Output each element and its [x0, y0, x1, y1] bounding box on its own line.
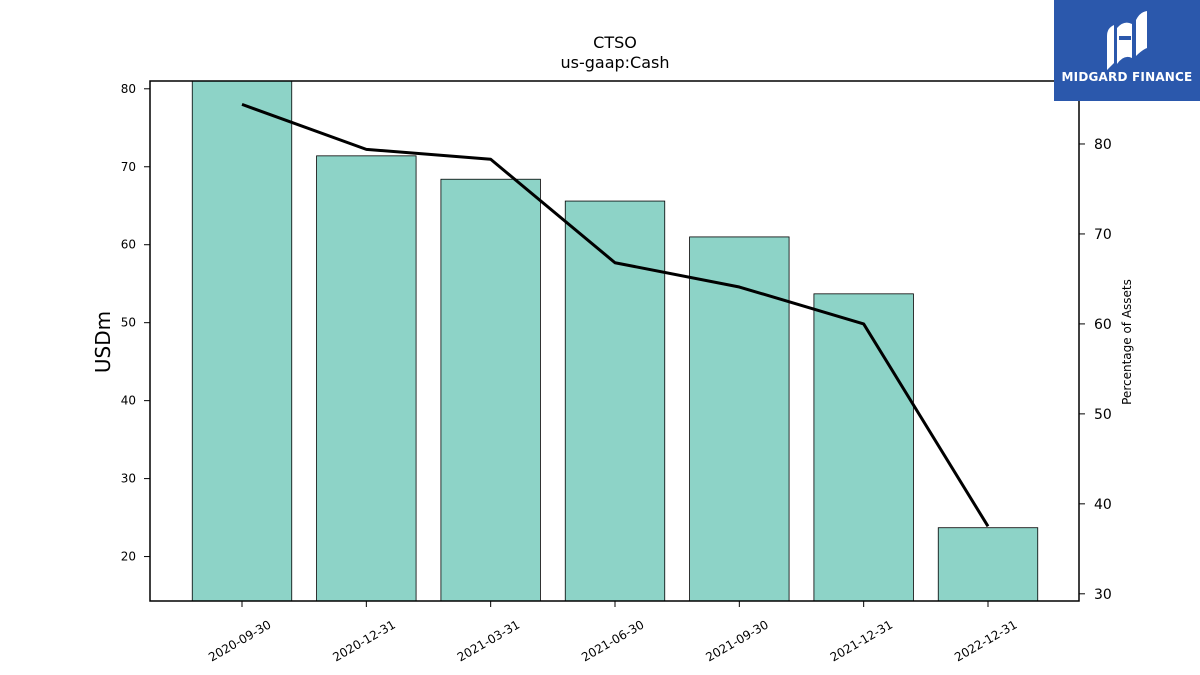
bar-2021-03-31	[440, 178, 541, 602]
y2-tick-label: 60	[1094, 317, 1112, 333]
bar-2021-09-30	[689, 236, 790, 602]
percentage-line	[241, 102, 990, 528]
bar-2022-12-31	[937, 527, 1039, 602]
y-tick-label: 40	[121, 394, 136, 408]
y2-ticks: 30 40 50 60 70 80	[1079, 137, 1112, 603]
bar-2020-09-30	[191, 80, 293, 602]
bar-2021-12-31	[813, 293, 914, 602]
y-tick-label: 70	[121, 160, 136, 174]
logo-mark-icon	[1107, 11, 1147, 70]
chart-subtitle: us-gaap:Cash	[560, 53, 669, 72]
x-tick-label: 2022-12-31	[952, 617, 1019, 664]
line-group	[241, 102, 990, 528]
x-tick-label: 2021-06-30	[579, 617, 646, 664]
x-tick-label: 2021-12-31	[828, 617, 895, 664]
bars-group	[191, 80, 1039, 602]
y-tick-label: 30	[121, 472, 136, 486]
chart-title: CTSO	[593, 33, 637, 52]
y-tick-label: 80	[121, 82, 136, 96]
y2-tick-label: 30	[1094, 587, 1112, 603]
bar-2020-12-31	[316, 155, 417, 602]
x-tick-label: 2020-12-31	[330, 617, 397, 664]
y2-axis-label: Percentage of Assets	[1120, 279, 1134, 405]
x-tick-label: 2021-03-31	[455, 617, 522, 664]
y2-tick-label: 70	[1094, 227, 1112, 243]
y-ticks: 20 30 40 50 60 70 80	[121, 82, 150, 564]
x-tick-label: 2021-09-30	[703, 617, 770, 664]
y-tick-label: 50	[121, 316, 136, 330]
y-tick-label: 60	[121, 238, 136, 252]
y2-tick-label: 40	[1094, 497, 1112, 513]
x-tick-label: 2020-09-30	[206, 617, 273, 664]
logo-text: MIDGARD FINANCE	[1061, 70, 1193, 84]
midgard-finance-logo: MIDGARD FINANCE	[1054, 0, 1200, 101]
y2-tick-label: 80	[1094, 137, 1112, 153]
y2-tick-label: 50	[1094, 407, 1112, 423]
x-ticks: 2020-09-30 2020-12-31 2021-03-31 2021-06-30…	[206, 601, 1020, 664]
y-axis-label: USDm	[91, 311, 115, 373]
y-tick-label: 20	[121, 550, 136, 564]
